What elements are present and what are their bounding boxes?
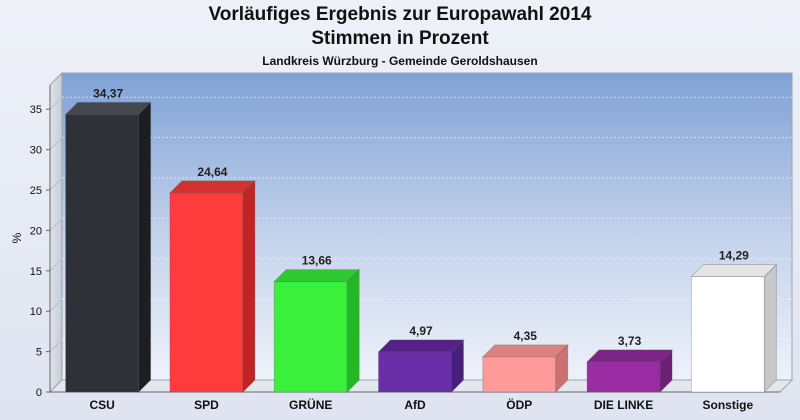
y-tick-label: 35 <box>30 104 42 116</box>
bar-csu <box>64 101 152 393</box>
y-axis-label: % <box>10 232 24 243</box>
y-tick-label: 20 <box>30 225 42 237</box>
bar-top <box>481 344 569 358</box>
data-label: 3,73 <box>618 334 642 348</box>
bar-top <box>690 264 778 277</box>
data-label: 34,37 <box>93 86 123 100</box>
bar-front <box>482 356 557 393</box>
data-label: 24,64 <box>197 165 227 179</box>
x-tick-label: DIE LINKE <box>594 398 653 412</box>
bar-top <box>273 269 361 283</box>
bar-afd <box>377 338 465 393</box>
y-tick-label: 10 <box>30 306 42 318</box>
y-tick-label: 15 <box>30 266 42 278</box>
y-tick-label: 30 <box>30 145 42 157</box>
bar-top <box>64 101 152 115</box>
data-label: 14,29 <box>719 249 749 263</box>
gridline-side <box>49 96 63 110</box>
bar-ödp <box>481 343 569 393</box>
bar-front <box>65 113 140 393</box>
y-tick-label: 0 <box>36 387 42 399</box>
bar-side <box>346 268 360 393</box>
bar-grüne <box>273 268 361 393</box>
y-tick-label: 25 <box>30 185 42 197</box>
bar-sonstige <box>690 263 778 393</box>
bar-top <box>168 180 256 194</box>
bar-top <box>377 339 465 353</box>
bar-side <box>138 101 152 393</box>
x-tick-label: CSU <box>89 398 114 412</box>
x-tick-label: GRÜNE <box>289 397 332 412</box>
gridline-side <box>49 177 63 191</box>
x-tick-label: ÖDP <box>506 397 532 412</box>
bar-top <box>586 349 674 363</box>
bar-front <box>690 276 765 393</box>
bar-die-linke <box>586 348 674 393</box>
gridline-side <box>49 258 63 272</box>
bar-front <box>586 361 661 393</box>
gridline-side <box>49 218 63 231</box>
bar-side <box>763 263 777 393</box>
gridline-side <box>49 298 63 312</box>
chart-title-line2: Stimmen in Prozent <box>311 28 489 49</box>
data-label: 4,97 <box>409 324 433 338</box>
bar-front <box>273 281 348 393</box>
data-label: 13,66 <box>302 254 332 268</box>
gridline-side <box>49 339 63 352</box>
chart-title-line1: Vorläufiges Ergebnis zur Europawahl 2014 <box>208 4 592 25</box>
bar-front <box>378 351 452 393</box>
data-label: 4,35 <box>514 329 538 343</box>
chart-subtitle: Landkreis Würzburg - Gemeinde Geroldshau… <box>262 54 538 68</box>
x-tick-label: Sonstige <box>703 398 754 412</box>
bar-spd <box>168 179 256 393</box>
left-wall <box>49 71 63 394</box>
bar-side <box>242 179 256 393</box>
x-tick-label: SPD <box>194 398 219 412</box>
y-tick-label: 5 <box>36 347 42 359</box>
bar-front <box>169 192 244 393</box>
gridline-side <box>49 137 63 150</box>
x-tick-label: AfD <box>404 398 426 412</box>
